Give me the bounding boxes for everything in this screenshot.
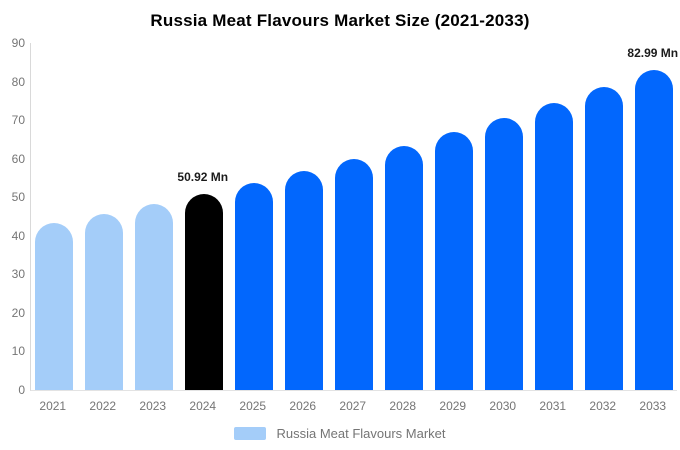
chart-title: Russia Meat Flavours Market Size (2021-2…	[150, 11, 530, 30]
bar-2031[interactable]	[534, 102, 573, 390]
x-tick-2021: 2021	[39, 399, 67, 413]
plot-area	[30, 43, 677, 391]
y-tick-0: 0	[18, 383, 25, 397]
legend-label: Russia Meat Flavours Market	[276, 426, 446, 441]
y-tick-40: 40	[11, 228, 25, 243]
bar-2027[interactable]	[334, 158, 373, 390]
x-tick-2028: 2028	[389, 399, 417, 413]
y-tick-80: 80	[11, 74, 25, 89]
bar-2030[interactable]	[484, 118, 523, 390]
y-tick-50: 50	[11, 190, 25, 205]
x-tick-2023: 2023	[139, 399, 167, 413]
bar-2025[interactable]	[234, 182, 273, 390]
bar-2032[interactable]	[584, 86, 623, 390]
data-label-2033: 82.99 Mn	[627, 46, 679, 61]
x-tick-2033: 2033	[639, 399, 667, 413]
y-tick-90: 90	[11, 36, 25, 50]
bar-2028[interactable]	[384, 146, 423, 390]
bar-2029[interactable]	[434, 132, 473, 390]
y-tick-10: 10	[11, 344, 25, 359]
x-tick-2032: 2032	[589, 399, 617, 413]
x-tick-2030: 2030	[489, 399, 517, 413]
x-tick-2029: 2029	[439, 399, 467, 413]
x-tick-2026: 2026	[289, 399, 317, 413]
data-label-2024: 50.92 Mn	[177, 169, 229, 184]
x-tick-2022: 2022	[89, 399, 117, 413]
bar-2022[interactable]	[84, 213, 123, 390]
y-tick-30: 30	[11, 267, 25, 282]
y-tick-70: 70	[11, 113, 25, 128]
y-tick-20: 20	[11, 305, 25, 320]
x-tick-2027: 2027	[339, 399, 367, 413]
bar-2021[interactable]	[34, 223, 73, 390]
x-tick-2031: 2031	[539, 399, 567, 413]
bar-2024[interactable]	[184, 193, 223, 390]
bar-2026[interactable]	[284, 171, 323, 390]
y-tick-60: 60	[11, 151, 25, 166]
x-tick-2025: 2025	[239, 399, 267, 413]
bar-2033[interactable]	[634, 70, 673, 390]
bar-2023[interactable]	[134, 204, 173, 390]
legend-swatch	[234, 427, 267, 440]
legend-item[interactable]: Russia Meat Flavours Market	[0, 426, 680, 441]
x-tick-2024: 2024	[189, 399, 217, 413]
